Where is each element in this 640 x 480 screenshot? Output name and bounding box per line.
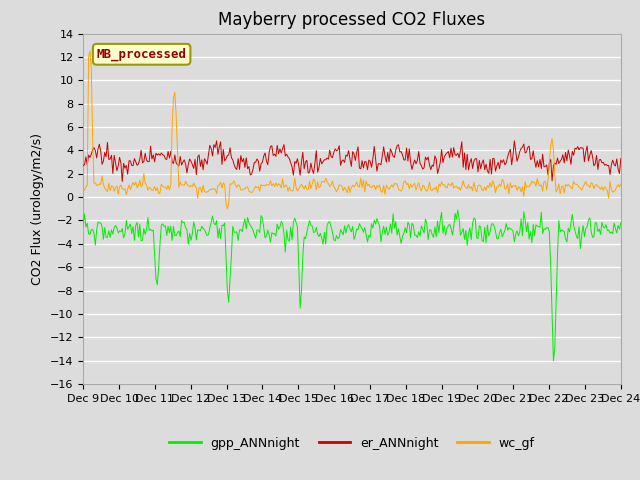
wc_gf — [223, 206, 231, 212]
Line: er_ANNnight: er_ANNnight — [83, 141, 621, 181]
er_ANNnight — [473, 156, 481, 162]
er_ANNnight — [118, 179, 126, 184]
wc_gf — [617, 181, 625, 187]
Line: gpp_ANNnight: gpp_ANNnight — [83, 210, 621, 360]
Y-axis label: CO2 Flux (urology/m2/s): CO2 Flux (urology/m2/s) — [31, 133, 44, 285]
gpp_ANNnight — [454, 207, 461, 213]
wc_gf — [86, 48, 94, 54]
er_ANNnight — [257, 161, 265, 167]
Line: wc_gf: wc_gf — [83, 51, 621, 209]
er_ANNnight — [617, 156, 625, 161]
er_ANNnight — [212, 138, 220, 144]
er_ANNnight — [295, 163, 303, 169]
wc_gf — [473, 189, 481, 195]
wc_gf — [79, 186, 87, 192]
wc_gf — [257, 182, 265, 188]
er_ANNnight — [420, 165, 428, 171]
Title: Mayberry processed CO2 Fluxes: Mayberry processed CO2 Fluxes — [218, 11, 486, 29]
gpp_ANNnight — [617, 220, 625, 226]
gpp_ANNnight — [79, 221, 87, 227]
gpp_ANNnight — [550, 358, 557, 363]
gpp_ANNnight — [255, 228, 262, 233]
Legend: gpp_ANNnight, er_ANNnight, wc_gf: gpp_ANNnight, er_ANNnight, wc_gf — [164, 432, 540, 455]
wc_gf — [420, 183, 428, 189]
gpp_ANNnight — [472, 217, 479, 223]
er_ANNnight — [145, 159, 153, 165]
gpp_ANNnight — [468, 220, 476, 226]
er_ANNnight — [470, 158, 478, 164]
gpp_ANNnight — [292, 219, 300, 225]
wc_gf — [145, 185, 153, 191]
wc_gf — [295, 186, 303, 192]
er_ANNnight — [79, 163, 87, 168]
Text: MB_processed: MB_processed — [97, 48, 187, 61]
gpp_ANNnight — [144, 215, 152, 220]
wc_gf — [470, 180, 478, 185]
gpp_ANNnight — [417, 223, 425, 229]
